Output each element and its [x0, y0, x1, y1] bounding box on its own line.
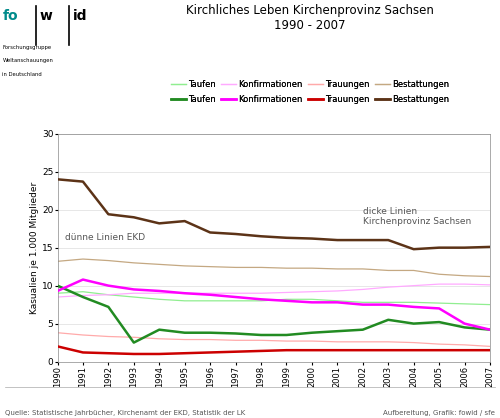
- Text: dünne Linien EKD: dünne Linien EKD: [65, 232, 146, 242]
- Text: Quelle: Statistische Jahrbücher, Kirchenamt der EKD, Statistik der LK: Quelle: Statistische Jahrbücher, Kirchen…: [5, 410, 245, 416]
- Text: in Deutschland: in Deutschland: [2, 71, 42, 76]
- Legend: Taufen, Konfirmationen, Trauungen, Bestattungen: Taufen, Konfirmationen, Trauungen, Besta…: [168, 92, 453, 107]
- Y-axis label: Kasualien je 1.000 Mitglieder: Kasualien je 1.000 Mitglieder: [30, 181, 39, 314]
- Text: Forschungsgruppe: Forschungsgruppe: [2, 45, 51, 50]
- Text: id: id: [73, 9, 88, 23]
- Text: Aufbereitung, Grafik: fowid / sfe: Aufbereitung, Grafik: fowid / sfe: [383, 410, 495, 416]
- Text: Kirchliches Leben Kirchenprovinz Sachsen
1990 - 2007: Kirchliches Leben Kirchenprovinz Sachsen…: [186, 4, 434, 32]
- Text: Weltanschauungen: Weltanschauungen: [2, 58, 54, 63]
- Text: dicke Linien
Kirchenprovinz Sachsen: dicke Linien Kirchenprovinz Sachsen: [363, 207, 471, 227]
- Text: w: w: [40, 9, 53, 23]
- Text: fo: fo: [2, 9, 18, 23]
- Legend: Taufen, Konfirmationen, Trauungen, Bestattungen: Taufen, Konfirmationen, Trauungen, Besta…: [168, 77, 453, 92]
